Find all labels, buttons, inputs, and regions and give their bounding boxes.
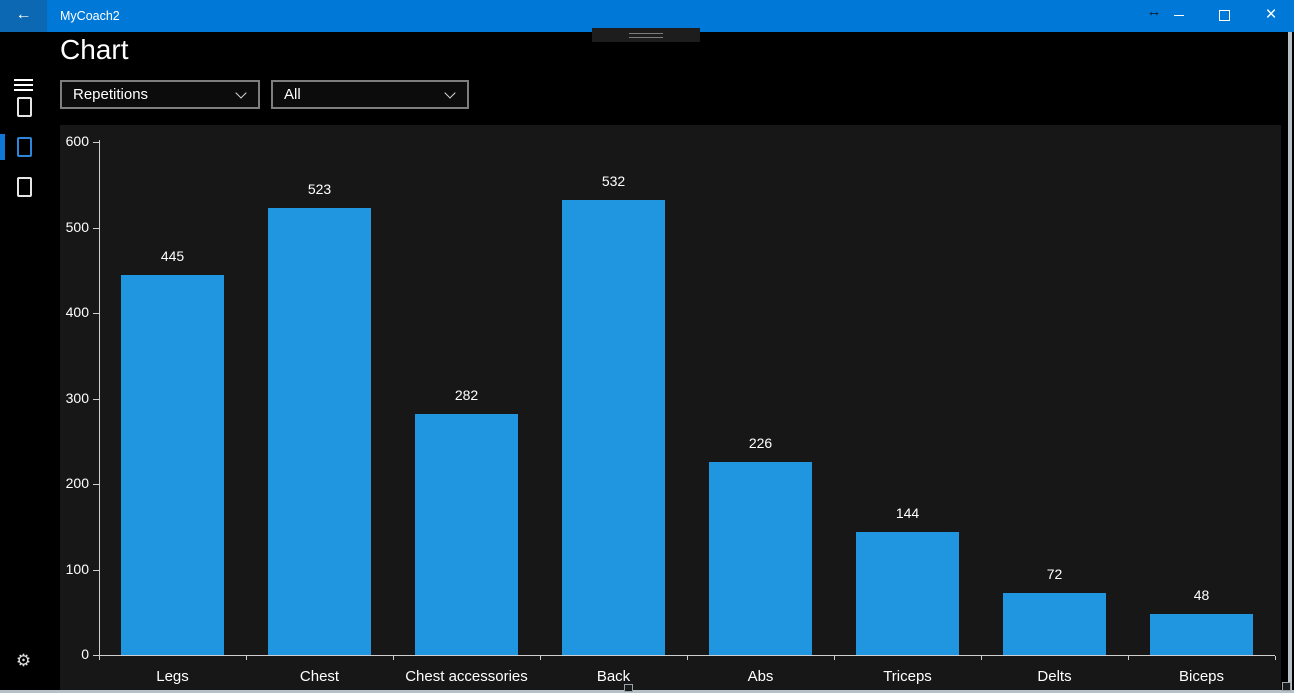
sidebar: ⚙ <box>0 32 47 693</box>
bar-legs <box>121 274 224 655</box>
bar-triceps <box>856 531 959 655</box>
scope-dropdown[interactable]: All <box>271 80 469 109</box>
minimize-button[interactable] <box>1156 0 1202 32</box>
minimize-icon <box>1174 15 1184 16</box>
window-border-bottom <box>0 690 1294 693</box>
x-tick-mark <box>393 656 394 660</box>
bar-value-label: 445 <box>160 247 185 264</box>
bar-value-label: 48 <box>1193 586 1210 603</box>
x-category-label: Chest <box>299 668 340 685</box>
bar-value-label: 523 <box>307 180 332 197</box>
y-tick-mark <box>93 484 99 485</box>
y-tick-label: 100 <box>65 560 89 577</box>
metric-dropdown-value: Repetitions <box>73 86 149 103</box>
drag-handle-line <box>629 37 663 38</box>
x-axis-line <box>99 655 1275 656</box>
hamburger-menu-button[interactable] <box>0 70 47 100</box>
bar-delts <box>1003 593 1106 655</box>
x-tick-mark <box>1275 656 1276 660</box>
maximize-icon <box>1219 10 1230 21</box>
hamburger-icon <box>14 89 33 91</box>
titlebar[interactable]: ← MyCoach2 ↔ × <box>0 0 1294 32</box>
x-category-label: Biceps <box>1178 668 1225 685</box>
x-tick-mark <box>834 656 835 660</box>
gear-icon: ⚙ <box>15 651 32 670</box>
window-title: MyCoach2 <box>60 9 120 23</box>
sidebar-item-3[interactable] <box>0 175 47 205</box>
back-icon: ← <box>15 6 32 23</box>
x-tick-mark <box>687 656 688 660</box>
bar-chest <box>268 207 371 655</box>
x-tick-mark <box>540 656 541 660</box>
hamburger-icon <box>14 79 33 81</box>
sidebar-item-1[interactable] <box>0 95 47 125</box>
bar-value-label: 72 <box>1046 566 1063 583</box>
chevron-down-icon <box>235 87 247 99</box>
nav-item-1-icon <box>17 97 32 117</box>
x-category-label: Back <box>596 668 631 685</box>
back-button[interactable]: ← <box>0 0 47 32</box>
bar-value-label: 532 <box>601 173 626 190</box>
resize-grip-bottom-center[interactable] <box>624 684 633 692</box>
x-tick-mark <box>246 656 247 660</box>
x-category-label: Triceps <box>883 668 932 685</box>
window-drag-handle[interactable] <box>592 28 700 42</box>
nav-item-3-icon <box>17 177 32 197</box>
y-tick-label: 300 <box>65 389 89 406</box>
y-tick-mark <box>93 313 99 314</box>
bar-value-label: 282 <box>454 386 479 403</box>
chevron-down-icon <box>444 87 456 99</box>
scope-dropdown-value: All <box>284 86 301 103</box>
y-tick-label: 600 <box>65 133 89 149</box>
bar-value-label: 226 <box>748 434 773 451</box>
y-tick-mark <box>93 227 99 229</box>
bar-biceps <box>1150 613 1253 655</box>
x-category-label: Chest accessories <box>405 668 528 685</box>
page-title: Chart <box>60 34 129 65</box>
x-tick-mark <box>981 656 982 660</box>
y-tick-mark <box>93 569 99 571</box>
close-icon: × <box>1265 4 1277 25</box>
drag-handle-line <box>629 33 663 34</box>
metric-dropdown[interactable]: Repetitions <box>60 80 260 109</box>
x-category-label: Delts <box>1037 668 1072 685</box>
active-item-accent-bar <box>0 134 5 160</box>
x-tick-mark <box>1128 656 1129 660</box>
bar-chest-accessories <box>415 413 518 655</box>
settings-button[interactable]: ⚙ <box>0 646 47 676</box>
y-tick-label: 400 <box>65 304 89 320</box>
x-category-label: Abs <box>747 668 774 685</box>
maximize-button[interactable] <box>1202 0 1248 32</box>
hamburger-icon <box>14 84 33 86</box>
close-button[interactable]: × <box>1248 0 1294 32</box>
x-tick-mark <box>99 656 100 660</box>
resize-pointer-icon: ↔ <box>1146 3 1162 20</box>
x-category-label: Legs <box>156 668 189 685</box>
bar-abs <box>709 461 812 655</box>
y-axis-line <box>99 140 100 656</box>
resize-grip-bottom-right[interactable] <box>1282 682 1291 691</box>
y-tick-mark <box>93 142 99 143</box>
y-tick-mark <box>93 655 99 656</box>
y-tick-mark <box>93 398 99 400</box>
y-tick-label: 0 <box>81 646 89 662</box>
nav-item-2-icon <box>17 137 32 157</box>
window-border-right <box>1288 32 1292 693</box>
bar-chart: 0 100 200 300 400 500 600 445 Legs 523 Chest 282 Che… <box>60 125 1281 690</box>
sidebar-item-2-active[interactable] <box>0 135 47 165</box>
bar-value-label: 144 <box>895 504 920 521</box>
bar-back <box>562 200 665 655</box>
y-tick-label: 500 <box>65 218 89 235</box>
y-tick-label: 200 <box>65 475 89 491</box>
